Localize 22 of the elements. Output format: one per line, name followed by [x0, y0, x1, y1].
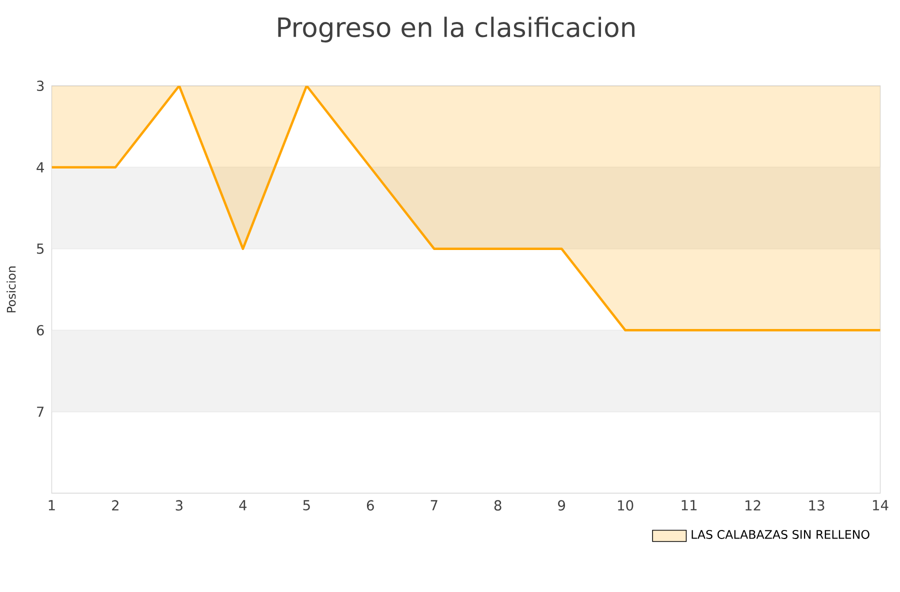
y-tick-label: 5 — [37, 244, 44, 254]
x-tick-label: 10 — [618, 500, 634, 511]
x-tick-label: 13 — [809, 500, 824, 511]
x-tick-label: 7 — [430, 500, 438, 510]
x-tick-label: 4 — [239, 500, 247, 510]
x-tick-label: 6 — [366, 500, 374, 511]
x-tick-label: 3 — [176, 500, 182, 511]
y-tick-label: 4 — [36, 162, 44, 172]
x-tick-label: 12 — [746, 500, 760, 510]
x-tick-label: 5 — [303, 500, 310, 510]
legend-label: LAS CALABAZAS SIN RELLENO — [692, 530, 870, 540]
x-tick-label: 8 — [494, 500, 502, 511]
y-tick-label: 7 — [37, 406, 44, 417]
chart-title: Progreso en la clasificacion — [278, 16, 634, 43]
y-tick-label: 3 — [37, 80, 44, 92]
x-tick-label: 1 — [48, 500, 55, 510]
x-tick-label: 9 — [558, 500, 565, 511]
y-axis-title: Posicion — [6, 266, 16, 312]
x-tick-label: 14 — [873, 500, 888, 510]
y-tick-label: 6 — [36, 325, 44, 336]
x-tick-label: 2 — [112, 500, 118, 510]
x-tick-label: 11 — [682, 500, 697, 510]
